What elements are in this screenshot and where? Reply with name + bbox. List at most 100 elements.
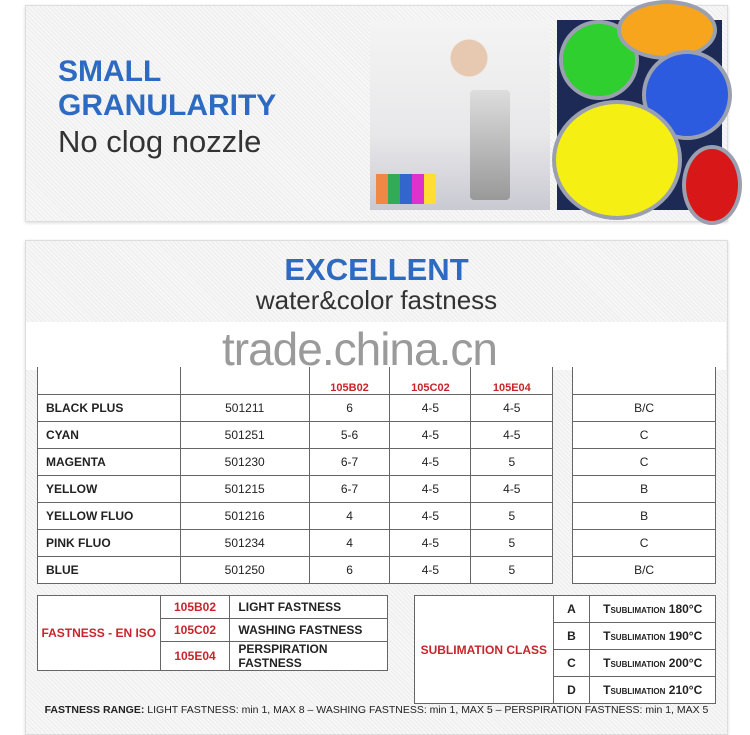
gap — [552, 421, 574, 448]
product-code: 501250 — [179, 555, 310, 584]
banner-subtitle: No clog nozzle — [58, 124, 262, 159]
class-letter: A — [552, 595, 591, 623]
t-subscript: SUBLIMATION — [610, 606, 666, 615]
table-row: MAGENTA 501230 6-7 4-5 5 C — [37, 447, 716, 476]
sublimation-legend-table: SUBLIMATION CLASS A TSUBLIMATION 180°C B… — [414, 595, 716, 704]
column-header — [179, 367, 310, 395]
washing-fastness: 4-5 — [389, 501, 472, 530]
column-header — [572, 367, 716, 395]
perspiration-fastness: 5 — [470, 528, 554, 557]
color-name: BLUE — [37, 555, 181, 584]
washing-fastness: 4-5 — [389, 555, 472, 584]
class-letter: B — [552, 622, 591, 650]
fastness-legend-table: FASTNESS - EN ISO 105B02 LIGHT FASTNESS 1… — [37, 595, 388, 671]
t-subscript: SUBLIMATION — [610, 660, 666, 669]
class-letter: C — [552, 649, 591, 677]
sublimation-class: C — [572, 447, 716, 476]
gap — [552, 475, 574, 502]
washing-fastness: 4-5 — [389, 528, 472, 557]
legend-code: 105E04 — [159, 641, 231, 671]
sublimation-class: B — [572, 501, 716, 530]
sublimation-row: B TSUBLIMATION 190°C — [415, 622, 716, 650]
t-subscript: SUBLIMATION — [610, 633, 666, 642]
temp-value: 200°C — [668, 656, 703, 670]
perspiration-fastness: 5 — [470, 555, 554, 584]
color-name: PINK FLUO — [37, 528, 181, 557]
paint-cans-image — [552, 0, 742, 225]
perspiration-fastness: 5 — [470, 501, 554, 530]
banner-title-line1: SMALL — [58, 55, 162, 88]
light-fastness: 6 — [308, 555, 391, 584]
class-letter: D — [552, 676, 591, 704]
washing-fastness: 4-5 — [389, 393, 472, 422]
color-name: YELLOW FLUO — [37, 501, 181, 530]
product-code: 501230 — [179, 447, 310, 476]
legend-desc: LIGHT FASTNESS — [229, 595, 388, 619]
table-row: BLUE 501250 6 4-5 5 B/C — [37, 555, 716, 584]
section-subtitle: water&color fastness — [255, 285, 498, 315]
column-header — [552, 367, 574, 394]
t-symbol: T — [603, 602, 611, 616]
table-header-row: 105B02 105C02 105E04 — [37, 367, 716, 395]
legend-code: 105C02 — [159, 618, 231, 642]
color-name: BLACK PLUS — [37, 393, 181, 422]
temp-value: 180°C — [668, 602, 703, 616]
sublimation-class: B/C — [572, 555, 716, 584]
scientist-microscope-image — [370, 20, 550, 210]
watermark-band — [26, 322, 726, 370]
column-header: 105E04 — [470, 367, 554, 395]
t-subscript: SUBLIMATION — [610, 687, 666, 696]
fastness-table: 105B02 105C02 105E04 BLACK PLUS 501211 6 4… — [37, 367, 716, 584]
gap — [552, 448, 574, 475]
sublimation-legend-label: SUBLIMATION CLASS — [414, 595, 554, 704]
table-row: CYAN 501251 5-6 4-5 4-5 C — [37, 420, 716, 449]
light-fastness: 6-7 — [308, 474, 391, 503]
sublimation-row: D TSUBLIMATION 210°C — [415, 676, 716, 704]
washing-fastness: 4-5 — [389, 420, 472, 449]
light-fastness: 4 — [308, 501, 391, 530]
perspiration-fastness: 4-5 — [470, 393, 554, 422]
sublimation-temp: TSUBLIMATION 210°C — [589, 676, 716, 704]
color-name: YELLOW — [37, 474, 181, 503]
product-code: 501211 — [179, 393, 310, 422]
light-fastness: 6 — [308, 393, 391, 422]
sublimation-class: C — [572, 420, 716, 449]
footer-text: LIGHT FASTNESS: min 1, MAX 8 – WASHING F… — [144, 704, 709, 716]
table-row: PINK FLUO 501234 4 4-5 5 C — [37, 528, 716, 557]
sublimation-class: B — [572, 474, 716, 503]
product-code: 501251 — [179, 420, 310, 449]
gap — [552, 529, 574, 556]
perspiration-fastness: 4-5 — [470, 474, 554, 503]
watermark-text: trade.china.cn — [222, 323, 498, 375]
column-header — [37, 367, 181, 395]
t-symbol: T — [603, 629, 611, 643]
table-row: BLACK PLUS 501211 6 4-5 4-5 B/C — [37, 393, 716, 422]
table-row: YELLOW FLUO 501216 4 4-5 5 B — [37, 501, 716, 530]
sublimation-row: SUBLIMATION CLASS A TSUBLIMATION 180°C — [414, 595, 716, 704]
washing-fastness: 4-5 — [389, 447, 472, 476]
banner-title-line2: GRANULARITY — [58, 89, 277, 122]
color-name: MAGENTA — [37, 447, 181, 476]
light-fastness: 4 — [308, 528, 391, 557]
sublimation-temp: TSUBLIMATION 200°C — [589, 649, 716, 677]
legend-desc: PERSPIRATION FASTNESS — [229, 641, 388, 671]
product-code: 501216 — [179, 501, 310, 530]
color-name: CYAN — [37, 420, 181, 449]
sublimation-class: B/C — [572, 393, 716, 422]
sublimation-temp: TSUBLIMATION 180°C — [589, 595, 716, 623]
gap — [552, 394, 574, 421]
section-title: EXCELLENT — [284, 252, 469, 287]
temp-value: 190°C — [668, 629, 703, 643]
light-fastness: 6-7 — [308, 447, 391, 476]
legend-desc: WASHING FASTNESS — [229, 618, 388, 642]
sublimation-row: C TSUBLIMATION 200°C — [415, 649, 716, 677]
table-row: YELLOW 501215 6-7 4-5 4-5 B — [37, 474, 716, 503]
sublimation-temp: TSUBLIMATION 190°C — [589, 622, 716, 650]
perspiration-fastness: 5 — [470, 447, 554, 476]
fastness-range-note: FASTNESS RANGE: LIGHT FASTNESS: min 1, M… — [25, 704, 728, 716]
fastness-legend-label: FASTNESS - EN ISO — [37, 595, 161, 671]
t-symbol: T — [603, 683, 611, 697]
t-symbol: T — [603, 656, 611, 670]
light-fastness: 5-6 — [308, 420, 391, 449]
product-code: 501234 — [179, 528, 310, 557]
